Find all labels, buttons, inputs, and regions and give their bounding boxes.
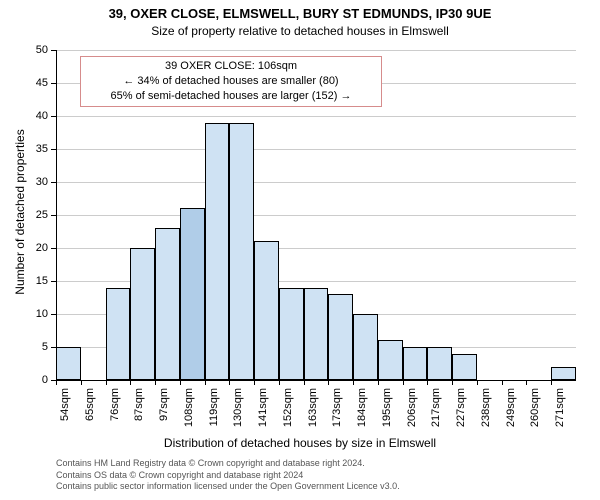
xtick-label: 260sqm bbox=[529, 388, 541, 433]
ytick-label: 45 bbox=[16, 77, 48, 89]
xtick-label: 163sqm bbox=[307, 388, 319, 433]
xtick-label: 119sqm bbox=[208, 388, 220, 433]
chart-subtitle: Size of property relative to detached ho… bbox=[0, 24, 600, 38]
bar bbox=[205, 123, 230, 380]
xtick-label: 76sqm bbox=[109, 388, 121, 433]
xtick-label: 87sqm bbox=[133, 388, 145, 433]
xtick-label: 141sqm bbox=[257, 388, 269, 433]
chart-title: 39, OXER CLOSE, ELMSWELL, BURY ST EDMUND… bbox=[0, 6, 600, 21]
bar bbox=[427, 347, 452, 380]
x-axis-label: Distribution of detached houses by size … bbox=[0, 436, 600, 450]
ytick-label: 25 bbox=[16, 209, 48, 221]
bar bbox=[353, 314, 378, 380]
xtick-label: 54sqm bbox=[59, 388, 71, 433]
xtick-label: 130sqm bbox=[232, 388, 244, 433]
xtick-label: 108sqm bbox=[183, 388, 195, 433]
ytick-label: 10 bbox=[16, 308, 48, 320]
ytick-label: 5 bbox=[16, 341, 48, 353]
bar bbox=[304, 288, 329, 380]
bar bbox=[229, 123, 254, 380]
footer-line1: Contains HM Land Registry data © Crown c… bbox=[56, 458, 400, 470]
ytick-label: 20 bbox=[16, 242, 48, 254]
chart-container: 39, OXER CLOSE, ELMSWELL, BURY ST EDMUND… bbox=[0, 0, 600, 500]
ytick-label: 0 bbox=[16, 374, 48, 386]
xtick-label: 152sqm bbox=[282, 388, 294, 433]
bar bbox=[551, 367, 576, 380]
xtick-label: 195sqm bbox=[381, 388, 393, 433]
bar bbox=[378, 340, 403, 380]
footer-line2: Contains OS data © Crown copyright and d… bbox=[56, 470, 400, 482]
bar bbox=[279, 288, 304, 380]
annotation-line1: 39 OXER CLOSE: 106sqm bbox=[85, 59, 377, 74]
xtick-label: 184sqm bbox=[356, 388, 368, 433]
bar bbox=[254, 241, 279, 380]
ytick-label: 30 bbox=[16, 176, 48, 188]
xtick-label: 97sqm bbox=[158, 388, 170, 433]
xtick-label: 249sqm bbox=[505, 388, 517, 433]
bar bbox=[155, 228, 180, 380]
ytick-label: 50 bbox=[16, 44, 48, 56]
xtick-label: 238sqm bbox=[480, 388, 492, 433]
xtick-label: 65sqm bbox=[84, 388, 96, 433]
chart-footer: Contains HM Land Registry data © Crown c… bbox=[56, 458, 400, 493]
bar bbox=[180, 208, 205, 380]
annotation-line3: 65% of semi-detached houses are larger (… bbox=[85, 89, 377, 104]
bar bbox=[403, 347, 428, 380]
bar bbox=[452, 354, 477, 380]
annotation-line2: ← 34% of detached houses are smaller (80… bbox=[85, 74, 377, 89]
xtick-label: 206sqm bbox=[406, 388, 418, 433]
bar bbox=[328, 294, 353, 380]
footer-line3: Contains public sector information licen… bbox=[56, 481, 400, 493]
bar bbox=[106, 288, 131, 380]
ytick-label: 35 bbox=[16, 143, 48, 155]
ytick-label: 40 bbox=[16, 110, 48, 122]
xtick-label: 173sqm bbox=[331, 388, 343, 433]
bar bbox=[130, 248, 155, 380]
xtick-label: 217sqm bbox=[430, 388, 442, 433]
ytick-label: 15 bbox=[16, 275, 48, 287]
xtick-label: 227sqm bbox=[455, 388, 467, 433]
annotation-box: 39 OXER CLOSE: 106sqm ← 34% of detached … bbox=[80, 56, 382, 107]
xtick-label: 271sqm bbox=[554, 388, 566, 433]
bar bbox=[56, 347, 81, 380]
